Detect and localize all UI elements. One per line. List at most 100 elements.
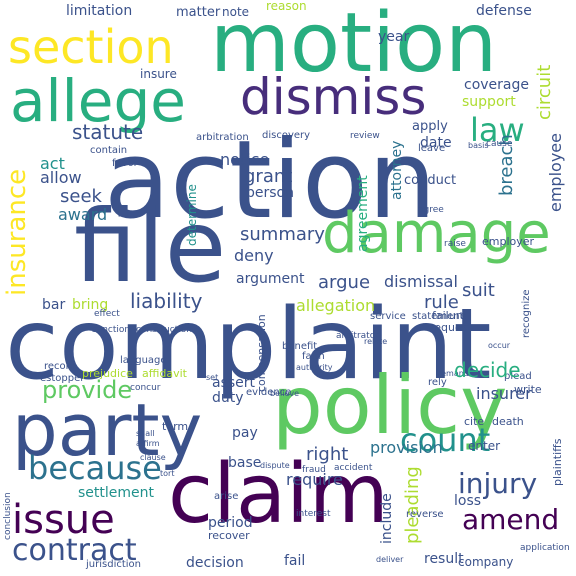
word: provision <box>370 438 443 457</box>
word: enter <box>468 439 501 453</box>
word: reverse <box>406 509 444 520</box>
word: notice <box>220 150 270 169</box>
word: arbitration <box>196 132 249 143</box>
word: dismissal <box>384 272 458 291</box>
word: accident <box>334 463 373 473</box>
word: loss <box>454 493 482 509</box>
word: review <box>350 131 380 141</box>
word: pay <box>232 425 258 441</box>
word: allege <box>10 67 186 135</box>
word: attorney <box>389 140 405 200</box>
word: arise <box>214 491 239 502</box>
word: because <box>28 449 162 487</box>
word: cite <box>464 415 485 428</box>
word: dispute <box>260 461 290 470</box>
word: party <box>12 388 203 472</box>
word: discovery <box>262 130 311 141</box>
word: determine <box>185 184 199 246</box>
word: period <box>208 515 253 531</box>
word: affidavit <box>142 367 187 380</box>
word: benefit <box>282 341 318 352</box>
word: basis <box>468 141 489 150</box>
word: decision <box>186 555 244 571</box>
word: estoppel <box>40 373 84 384</box>
word: fail <box>284 553 306 569</box>
word: require <box>286 470 343 489</box>
word: relate <box>364 337 388 346</box>
word: claim <box>168 447 389 542</box>
word: shall <box>136 429 155 438</box>
word: count <box>400 421 491 459</box>
word: grant <box>244 166 293 187</box>
word: deliver <box>376 555 404 564</box>
word: allow <box>40 168 82 187</box>
word: decide <box>454 358 521 382</box>
word: assert <box>212 375 256 391</box>
word: apply <box>412 119 448 134</box>
word: argument <box>236 271 305 287</box>
word: section <box>8 20 174 74</box>
word: employer <box>482 235 535 248</box>
word: matter <box>176 5 221 20</box>
word: raise <box>444 239 466 249</box>
word: limitation <box>66 3 133 19</box>
word: recover <box>208 529 250 542</box>
word: leave <box>418 143 446 154</box>
word: pleading <box>402 466 423 544</box>
word: year <box>378 29 410 45</box>
word: rely <box>428 377 447 388</box>
word: request <box>430 321 472 334</box>
word: remand <box>438 369 469 378</box>
word: authority <box>296 363 333 372</box>
word: note <box>222 5 250 19</box>
word: service <box>370 311 406 322</box>
word: suit <box>462 280 495 301</box>
word: coverage <box>464 77 529 93</box>
word: rule <box>424 292 459 313</box>
word: write <box>514 383 542 396</box>
word: summary <box>240 224 325 245</box>
word: language <box>120 355 167 366</box>
word: allegation <box>296 296 376 315</box>
word: amend <box>462 503 560 536</box>
word: cause <box>486 139 513 149</box>
word: award <box>58 205 108 224</box>
word: tort <box>160 469 175 478</box>
word: provide <box>42 376 133 404</box>
word: clause <box>140 453 166 462</box>
word: conduct <box>404 173 457 188</box>
word: person <box>246 185 294 201</box>
word: prejudice <box>82 367 133 380</box>
word: complaint <box>5 288 492 402</box>
word: statute <box>72 120 144 144</box>
word: contract <box>12 533 137 568</box>
word: dismiss <box>240 68 427 126</box>
word: record <box>44 361 76 372</box>
word: act <box>40 154 65 173</box>
word: jurisdiction <box>86 559 141 570</box>
word: policy <box>272 359 508 452</box>
word: deny <box>234 246 274 265</box>
word: agree <box>418 205 444 215</box>
word: file <box>74 188 227 305</box>
word: sanction <box>92 325 131 335</box>
word: action <box>104 118 437 243</box>
word: support <box>462 94 516 110</box>
word: death <box>492 415 524 428</box>
word: date <box>420 135 452 151</box>
word: include <box>379 493 395 544</box>
word: law <box>470 111 525 149</box>
word: issue <box>12 497 115 543</box>
word: arbitrator <box>336 331 379 341</box>
word: interest <box>296 509 331 519</box>
word: effect <box>94 309 120 319</box>
word: fraud <box>302 465 326 475</box>
word: base <box>228 455 262 471</box>
word: reason <box>266 0 307 13</box>
word: company <box>458 555 514 569</box>
word: insurer <box>476 384 532 403</box>
word: liability <box>130 289 203 313</box>
word: affirm <box>136 439 160 448</box>
word: settlement <box>78 485 155 501</box>
